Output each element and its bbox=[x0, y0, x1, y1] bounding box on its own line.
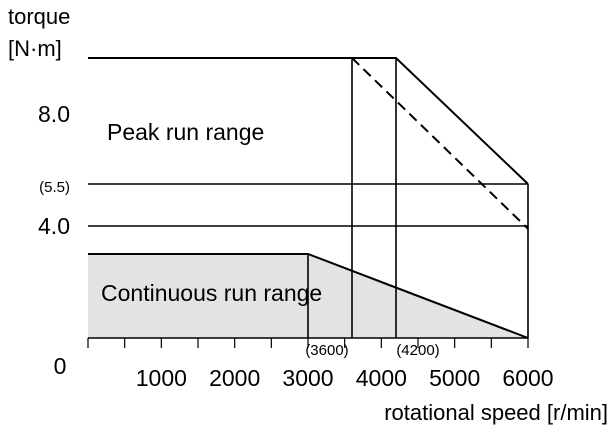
x-annotation-label: (4200) bbox=[396, 342, 439, 359]
y-tick-label: 8.0 bbox=[38, 101, 70, 127]
continuous-run-range-label: Continuous run range bbox=[101, 280, 322, 306]
x-tick-label: 6000 bbox=[502, 365, 553, 391]
x-tick-label: 5000 bbox=[429, 365, 480, 391]
chart-labels: torque [N·m] rotational speed [r/min] Pe… bbox=[8, 4, 608, 425]
peak-run-range-label: Peak run range bbox=[107, 119, 264, 145]
y-tick-label: 0 bbox=[54, 353, 67, 379]
x-tick-label: 4000 bbox=[356, 365, 407, 391]
series-line-0 bbox=[88, 57, 529, 185]
x-annotation-label: (3600) bbox=[305, 342, 348, 359]
y-tick-label: (5.5) bbox=[39, 179, 70, 196]
x-axis-title: rotational speed [r/min] bbox=[384, 400, 608, 425]
series-line-2 bbox=[88, 253, 529, 339]
series-line-1 bbox=[351, 57, 529, 230]
y-axis-title-line2: [N·m] bbox=[8, 36, 62, 61]
x-tick-label: 3000 bbox=[282, 365, 333, 391]
x-tick-label: 1000 bbox=[136, 365, 187, 391]
y-axis-title-line1: torque bbox=[8, 4, 70, 29]
x-tick-label: 2000 bbox=[209, 365, 260, 391]
chart-plot-area bbox=[87, 57, 529, 348]
y-tick-label: 4.0 bbox=[38, 213, 70, 239]
